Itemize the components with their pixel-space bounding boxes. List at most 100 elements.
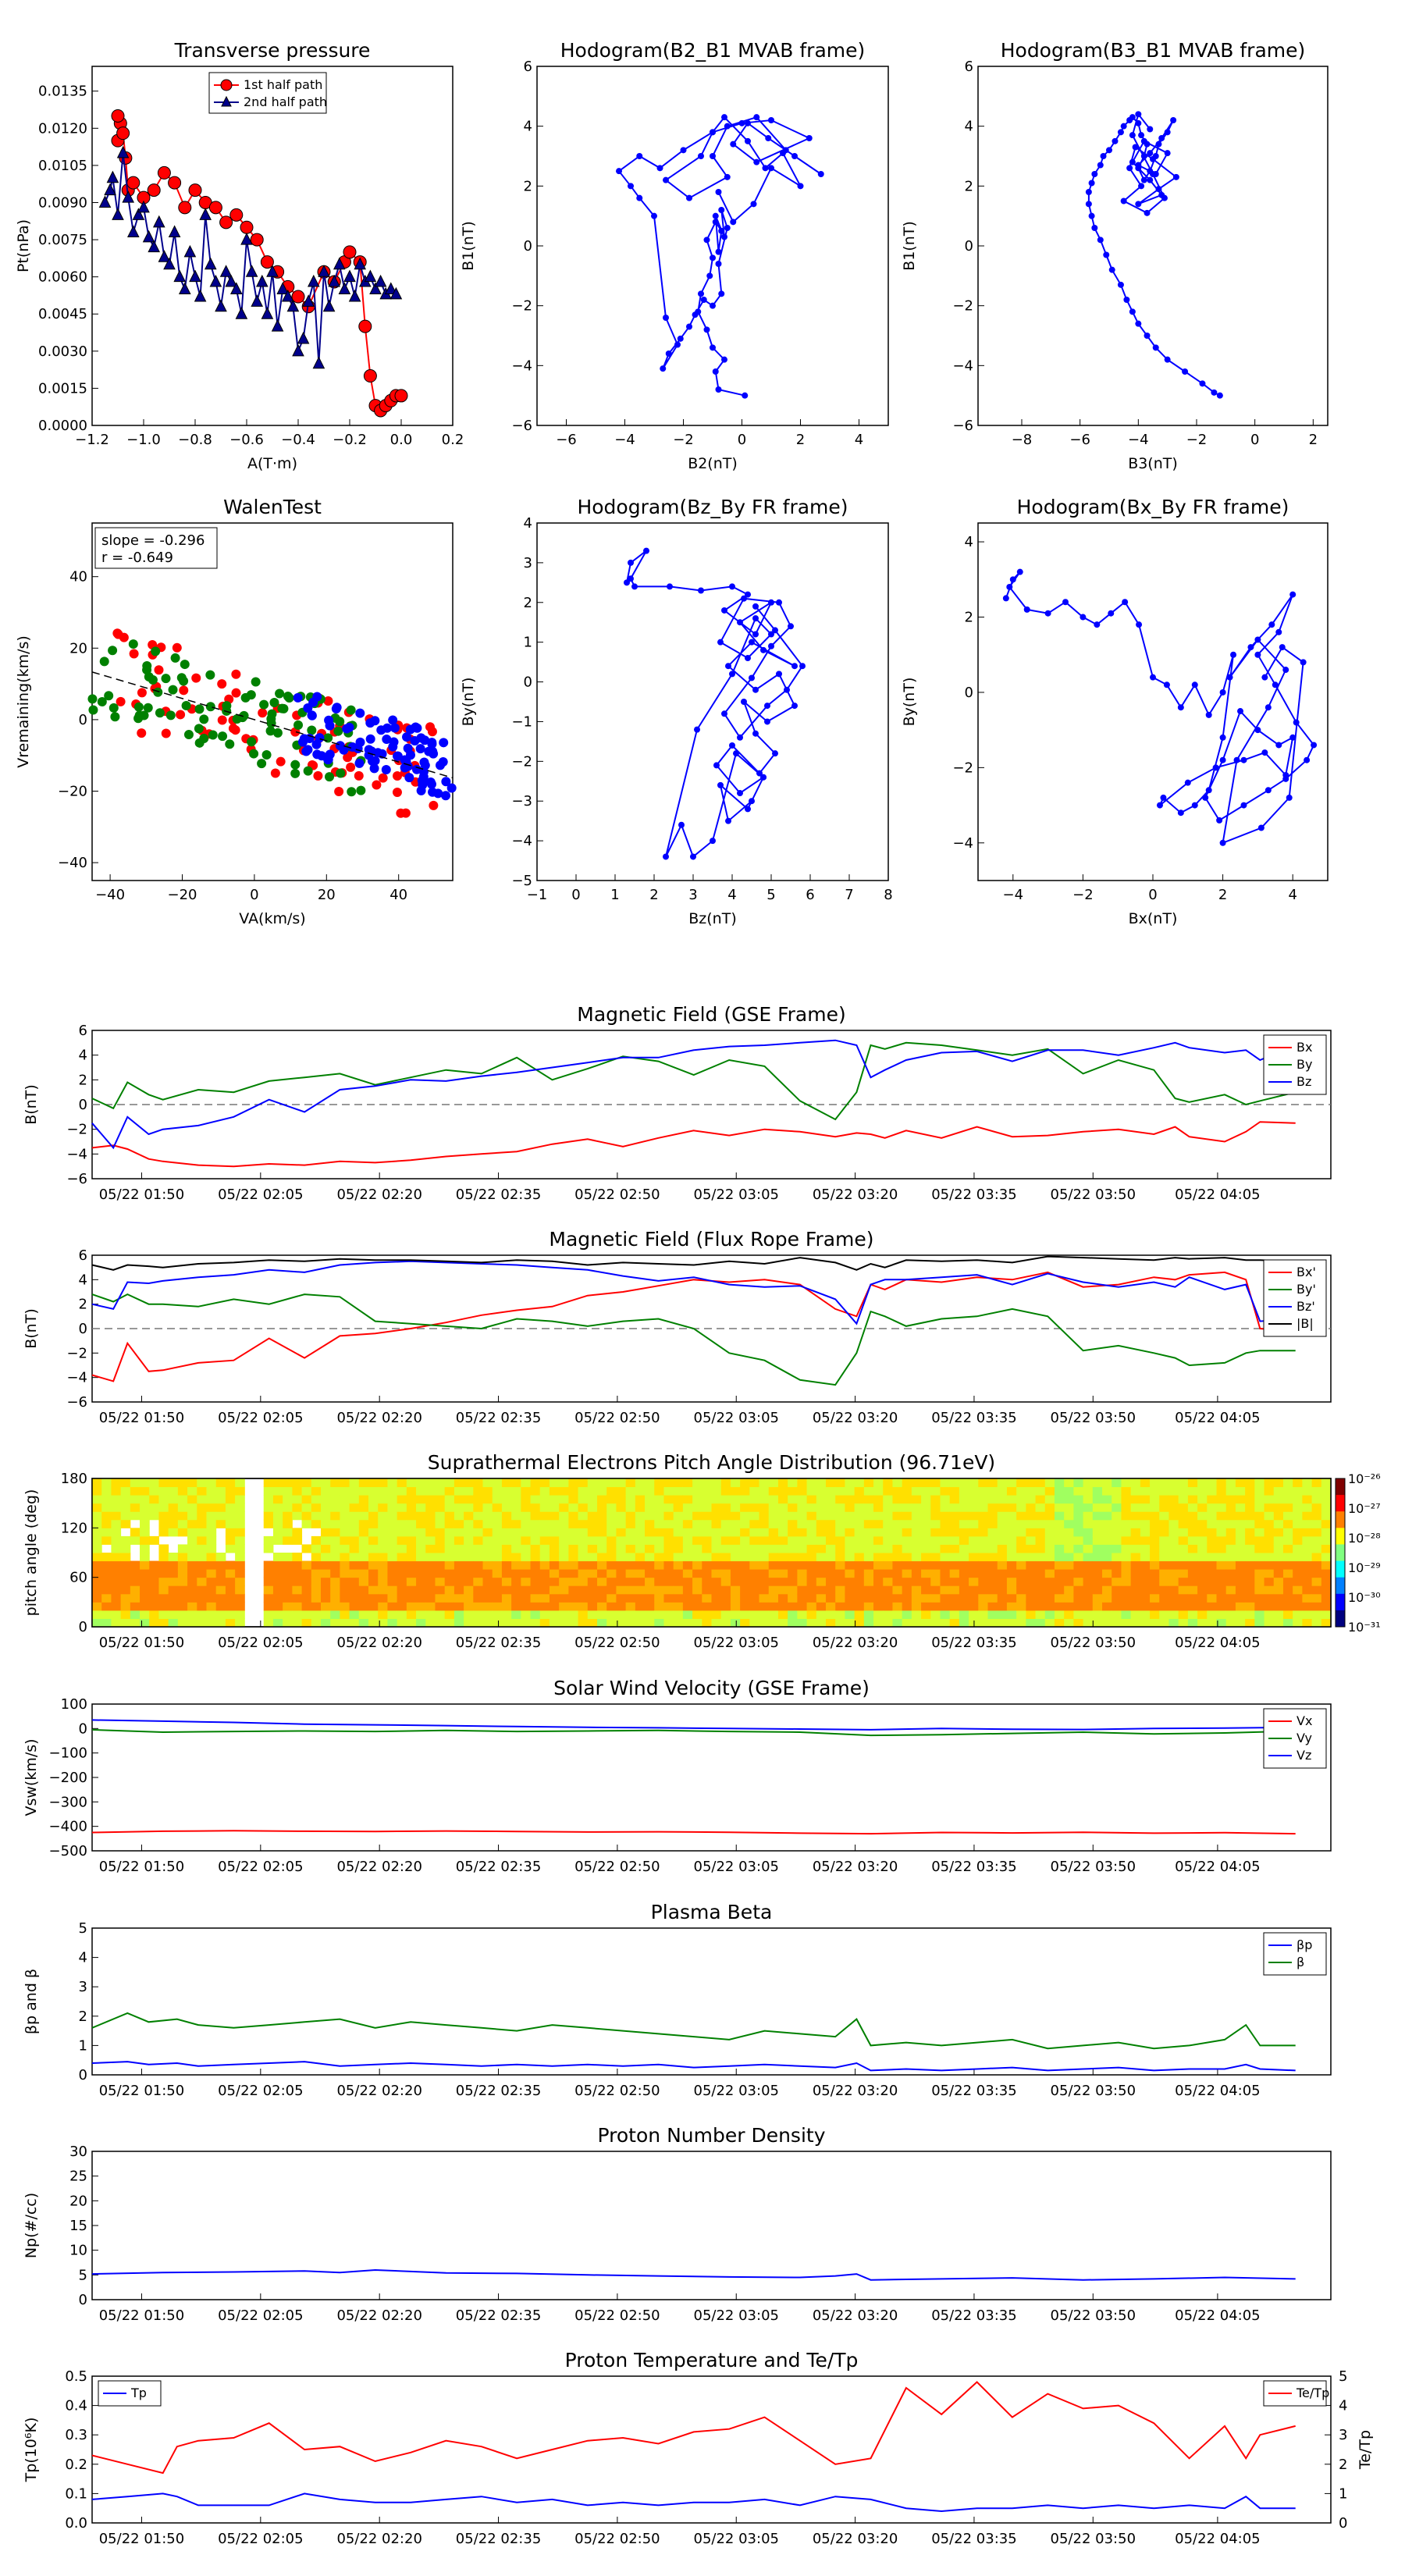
hodogram-h2-point (1085, 189, 1092, 195)
pitch-angle-cell (140, 1618, 150, 1628)
vsw-ytick-label: −500 (49, 1843, 87, 1859)
walen-test-title: WalenTest (223, 496, 322, 518)
pitch-angle-cell (1121, 1593, 1132, 1603)
pitch-angle-cell (521, 1511, 532, 1521)
pitch-angle-cell (140, 1503, 150, 1512)
pitch-angle-cell (625, 1511, 636, 1521)
pitch-angle-cell (587, 1495, 598, 1504)
pitch-angle-cell (1150, 1602, 1160, 1611)
walen-test-point (403, 743, 413, 753)
beta-xtick-label: 05/22 02:35 (456, 2083, 541, 2099)
transverse-pressure-legend-label: 2nd half path (244, 94, 327, 109)
pitch-angle-cell (1064, 1577, 1074, 1586)
pitch-angle-cell (1044, 1577, 1055, 1586)
pitch-angle-cell (825, 1535, 836, 1545)
walen-test-point (393, 751, 403, 761)
pitch-angle-cell (1321, 1585, 1332, 1595)
pitch-angle-cell (492, 1593, 503, 1603)
pitch-angle-cell (845, 1535, 855, 1545)
walen-test-point (382, 735, 392, 745)
pitch-angle-cell (416, 1585, 426, 1595)
vsw-series-2 (91, 1728, 1296, 1737)
pitch-angle-cell (892, 1569, 903, 1578)
pitch-angle-cell (1235, 1618, 1246, 1628)
pitch-angle-cell (320, 1577, 331, 1586)
pitch-angle-cell (1092, 1569, 1103, 1578)
pitch-angle-cell (501, 1560, 512, 1570)
pitch-angle-cell (940, 1486, 951, 1496)
pitch-angle-cell (530, 1511, 541, 1521)
pitch-angle-cell (806, 1519, 817, 1528)
pitch-angle-cell (711, 1519, 722, 1528)
transverse-pressure-legend-label: 1st half path (244, 77, 322, 92)
pitch-angle-cell (1168, 1486, 1179, 1496)
pitch-angle-cell (740, 1495, 750, 1504)
mag-gse-ylabel: B(nT) (23, 1084, 40, 1125)
pitch-angle-cell (425, 1535, 436, 1545)
pitch-angle-cell (530, 1553, 541, 1562)
mag-gse-panel: Magnetic Field (GSE Frame)−6−4−2024605/2… (23, 1003, 1332, 1203)
pitch-angle-cell (835, 1528, 845, 1537)
pitch-angle-cell (711, 1610, 722, 1619)
pitch-angle-cell (397, 1535, 407, 1545)
pitch-angle-cell (645, 1577, 655, 1586)
pitch-angle-cell (806, 1478, 817, 1488)
pitch-angle-cell (158, 1503, 169, 1512)
pitch-angle-cell (1225, 1503, 1236, 1512)
hodogram-h2-point (1132, 144, 1139, 151)
pitch-angle-cell (1112, 1553, 1122, 1562)
hodogram-h4-point (1240, 756, 1247, 763)
hodogram-h3-ytick-label: −3 (511, 793, 532, 809)
pitch-angle-cell (511, 1577, 521, 1586)
pitch-angle-cell (559, 1486, 569, 1496)
np-ytick-label: 20 (69, 2193, 87, 2209)
hodogram-h2-ylabel: B1(nT) (901, 221, 918, 271)
pitch-angle-cell (969, 1528, 979, 1537)
pitch-angle-colorbar-label: 10⁻²⁹ (1348, 1560, 1381, 1575)
pitch-angle-cell (530, 1519, 541, 1528)
pitch-angle-cell (797, 1544, 808, 1553)
pitch-angle-cell (587, 1553, 598, 1562)
pitch-angle-cell (730, 1569, 741, 1578)
pitch-angle-cell (368, 1519, 379, 1528)
pitch-angle-cell (1102, 1553, 1112, 1562)
pitch-angle-cell (454, 1602, 464, 1611)
walen-test-point (416, 733, 426, 743)
pitch-angle-cell (987, 1560, 998, 1570)
transverse-pressure-point-triangle (106, 170, 119, 183)
hodogram-h4-point (1293, 719, 1300, 726)
walen-test-point (317, 751, 327, 761)
pitch-angle-cell (702, 1486, 712, 1496)
hodogram-h1-xtick-label: −4 (614, 432, 635, 448)
pitch-angle-cell (682, 1610, 693, 1619)
pitch-angle-cell (1073, 1535, 1084, 1545)
pitch-angle-cell (530, 1593, 541, 1603)
pitch-angle-cell (473, 1569, 484, 1578)
pitch-angle-cell (825, 1577, 836, 1586)
pitch-angle-cell (1035, 1593, 1046, 1603)
pitch-angle-cell (473, 1519, 484, 1528)
pitch-angle-cell (416, 1610, 426, 1619)
pitch-angle-cell (825, 1593, 836, 1603)
pitch-angle-cell (777, 1486, 788, 1496)
pitch-angle-cell (740, 1602, 750, 1611)
pitch-angle-cell (673, 1495, 684, 1504)
pitch-angle-cell (177, 1503, 188, 1512)
pitch-angle-cell (330, 1585, 340, 1595)
pitch-angle-cell (845, 1528, 855, 1537)
pitch-angle-cell (1311, 1553, 1322, 1562)
pitch-angle-cell (606, 1511, 617, 1521)
pitch-angle-cell (1159, 1585, 1169, 1595)
pitch-angle-cell (1197, 1577, 1208, 1586)
pitch-angle-cell (206, 1519, 217, 1528)
pitch-angle-cell (1302, 1618, 1313, 1628)
beta-xtick-label: 05/22 03:35 (931, 2083, 1016, 2099)
mag-gse-ytick-label: 6 (79, 1023, 87, 1039)
pitch-angle-cell (1121, 1569, 1132, 1578)
pitch-angle-cell (873, 1553, 884, 1562)
hodogram-h1-point (718, 207, 725, 213)
pitch-angle-cell (940, 1495, 951, 1504)
pitch-angle-cell (387, 1528, 398, 1537)
pitch-angle-cell (616, 1519, 627, 1528)
pitch-angle-cell (854, 1618, 865, 1628)
